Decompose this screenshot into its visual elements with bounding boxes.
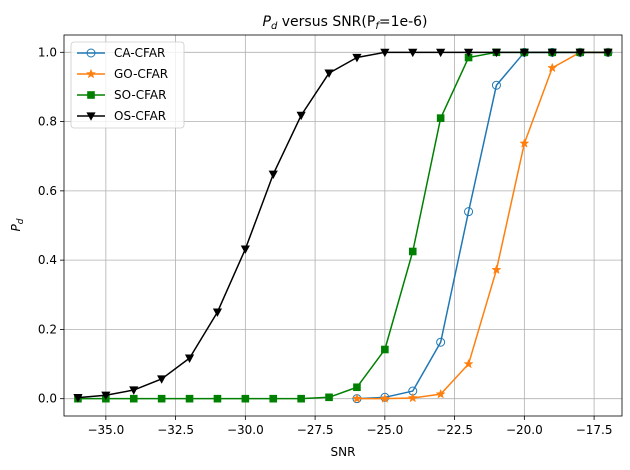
chart-title: Pd versus SNR(Pf=1e-6) — [262, 14, 427, 32]
legend-entry-ca-cfar: CA-CFAR — [77, 46, 165, 60]
go-cfar-point — [547, 62, 558, 73]
y-axis-label: Pd — [9, 218, 26, 231]
ca-cfar-point — [436, 337, 446, 347]
os-cfar-point — [436, 48, 446, 58]
axis-ticks: −35.0 −32.5 −30.0 −27.5 −25.0 −22.5 −20.0 −17.5… — [38, 45, 613, 437]
os-cfar-point — [603, 48, 613, 58]
legend-label-go-cfar: GO-CFAR — [114, 67, 168, 81]
so-cfar-point — [297, 394, 305, 403]
so-cfar-point — [325, 393, 333, 402]
y-tick-label: 1.0 — [38, 45, 57, 59]
legend-entry-go-cfar: GO-CFAR — [77, 67, 168, 81]
y-tick-label: 0.0 — [38, 392, 57, 406]
plot-series — [73, 47, 614, 404]
so-cfar-point — [185, 394, 194, 403]
go-cfar-point — [435, 388, 446, 399]
y-tick-label: 0.4 — [38, 253, 57, 267]
os-cfar-point — [73, 394, 83, 403]
legend-box — [70, 41, 185, 129]
os-cfar-series — [73, 48, 613, 403]
os-cfar-point — [101, 391, 111, 401]
so-cfar-point — [408, 247, 417, 256]
go-cfar-point — [519, 138, 530, 148]
go-cfar-point — [351, 393, 362, 403]
so-cfar-point — [381, 345, 389, 354]
x-axis-label: SNR — [331, 445, 356, 459]
os-cfar-point — [184, 354, 195, 363]
x-tick-label: −25.0 — [366, 423, 403, 437]
legend-marker-ca-cfar — [86, 48, 96, 58]
os-cfar-point — [296, 111, 306, 121]
axes-frame — [63, 34, 623, 417]
ca-cfar-point — [464, 207, 474, 217]
go-cfar-point — [379, 393, 390, 403]
os-cfar-point — [212, 308, 223, 317]
os-cfar-point — [324, 69, 334, 78]
legend-entry-so-cfar: SO-CFAR — [77, 88, 166, 102]
so-cfar-point — [241, 394, 250, 403]
os-cfar-point — [547, 48, 557, 58]
x-tick-label: −35.0 — [87, 423, 124, 437]
legend-marker-os-cfar — [86, 112, 96, 121]
legend-label-so-cfar: SO-CFAR — [114, 88, 166, 102]
go-cfar-point — [407, 392, 418, 403]
x-tick-label: −22.5 — [436, 423, 473, 437]
go-cfar-point — [491, 264, 502, 275]
so-cfar-point — [157, 394, 166, 403]
x-tick-label: −32.5 — [157, 423, 194, 437]
os-cfar-point — [408, 48, 418, 58]
os-cfar-point — [575, 48, 585, 58]
go-cfar-line — [356, 51, 609, 400]
x-tick-label: −30.0 — [227, 423, 264, 437]
legend-marker-go-cfar — [85, 68, 97, 79]
os-cfar-line — [77, 51, 609, 399]
legend-label-os-cfar: OS-CFAR — [114, 109, 166, 123]
os-cfar-point — [157, 375, 167, 384]
so-cfar-point — [436, 114, 445, 122]
so-cfar-point — [269, 394, 278, 403]
os-cfar-point — [268, 170, 278, 180]
legend: CA-CFAR GO-CFAR SO-CFAR OS-CFAR — [70, 41, 185, 129]
x-tick-label: −20.0 — [506, 423, 543, 437]
legend-marker-so-cfar — [87, 91, 95, 99]
x-tick-label: −17.5 — [576, 423, 613, 437]
os-cfar-point — [240, 245, 250, 254]
legend-label-ca-cfar: CA-CFAR — [114, 46, 165, 60]
os-cfar-point — [380, 48, 390, 58]
os-cfar-point — [519, 48, 529, 58]
y-tick-label: 0.2 — [38, 322, 57, 336]
y-tick-label: 0.8 — [38, 115, 57, 129]
x-tick-label: −27.5 — [297, 423, 334, 437]
legend-entry-os-cfar: OS-CFAR — [77, 109, 166, 123]
os-cfar-point — [129, 386, 139, 395]
go-cfar-point — [463, 358, 474, 369]
so-cfar-point — [129, 394, 138, 403]
so-cfar-point — [464, 53, 473, 62]
so-cfar-point — [213, 394, 222, 403]
os-cfar-point — [463, 48, 474, 58]
so-cfar-point — [353, 383, 361, 392]
os-cfar-point — [491, 48, 502, 58]
ca-cfar-point — [491, 80, 501, 90]
os-cfar-point — [352, 53, 362, 63]
y-tick-label: 0.6 — [38, 184, 57, 198]
